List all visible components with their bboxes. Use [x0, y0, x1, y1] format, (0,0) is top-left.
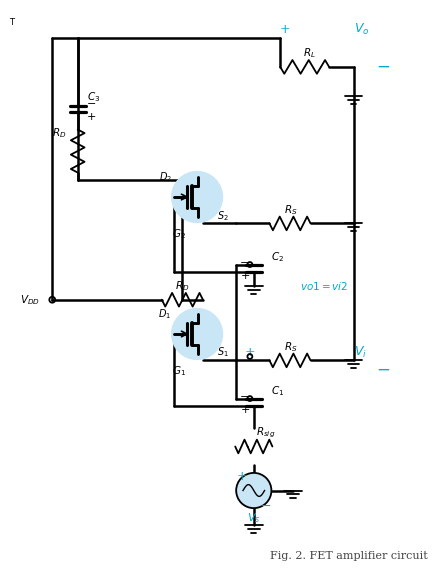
Text: $G_2$: $G_2$: [173, 228, 186, 241]
Text: −: −: [376, 362, 390, 378]
Text: +: +: [87, 112, 96, 122]
Text: $R_S$: $R_S$: [284, 340, 298, 354]
Text: T: T: [9, 18, 14, 27]
Text: −: −: [260, 499, 271, 513]
Circle shape: [172, 309, 223, 359]
Text: $D_1$: $D_1$: [159, 308, 172, 321]
Text: $vo1=vi2$: $vo1=vi2$: [300, 280, 348, 292]
Text: $V_{DD}$: $V_{DD}$: [20, 293, 39, 306]
Text: +: +: [280, 23, 291, 36]
Text: $C_1$: $C_1$: [271, 384, 285, 397]
Text: $R_{sig}$: $R_{sig}$: [256, 426, 275, 440]
Text: $V_i$: $V_i$: [354, 345, 367, 360]
Text: $S_2$: $S_2$: [217, 209, 228, 222]
Text: +: +: [237, 471, 247, 483]
Text: $G_1$: $G_1$: [173, 364, 186, 378]
Text: $R_L$: $R_L$: [303, 46, 316, 60]
Text: Fig. 2. FET amplifier circuit: Fig. 2. FET amplifier circuit: [270, 551, 428, 561]
Text: −: −: [376, 58, 390, 75]
Circle shape: [172, 172, 223, 222]
Text: $C_2$: $C_2$: [271, 250, 284, 264]
Text: $R_D$: $R_D$: [51, 127, 66, 141]
Text: +: +: [240, 271, 250, 281]
Text: −: −: [240, 392, 250, 401]
Circle shape: [236, 473, 271, 508]
Text: $C_3$: $C_3$: [88, 90, 101, 104]
Text: +: +: [240, 406, 250, 415]
Text: −: −: [87, 99, 96, 109]
Text: +: +: [245, 346, 255, 359]
Text: $D_2$: $D_2$: [159, 170, 172, 184]
Text: $V_o$: $V_o$: [354, 22, 369, 37]
Text: −: −: [240, 257, 250, 268]
Text: $R_S$: $R_S$: [284, 203, 298, 217]
Text: $R_D$: $R_D$: [175, 279, 190, 293]
Text: $V_s$: $V_s$: [247, 511, 261, 525]
Text: $S_1$: $S_1$: [217, 346, 228, 359]
